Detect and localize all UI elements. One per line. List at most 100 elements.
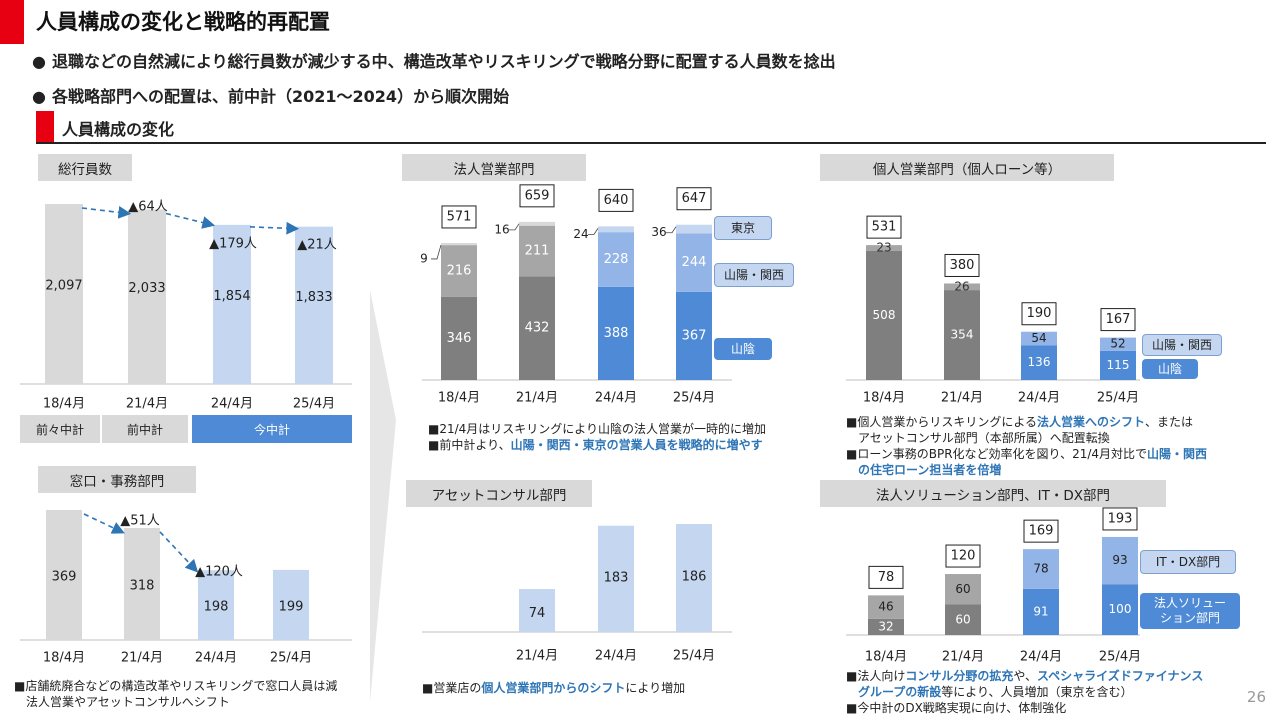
solution-bar-0-1 bbox=[868, 595, 904, 619]
note-personal-1-highlight: 法人営業へのシフト bbox=[1036, 415, 1145, 429]
solution-bar-value-1-0: 60 bbox=[955, 612, 970, 626]
corp-bar-1-1 bbox=[519, 225, 555, 277]
note-personal-2-highlight: 山陽・関西 bbox=[1147, 447, 1208, 461]
personal-x-label-2: 24/4月 bbox=[1018, 391, 1060, 406]
solution-bar-2-1 bbox=[1023, 549, 1059, 589]
window-bar-2 bbox=[198, 570, 234, 640]
note-personal-1b: 、または bbox=[1145, 415, 1194, 429]
corp-bar-value-1-1: 211 bbox=[525, 244, 550, 259]
note-solution-1b: や、 bbox=[1013, 669, 1037, 683]
personal-bar-2-1 bbox=[1021, 331, 1057, 346]
panel-title-personal: 個人営業部門（個人ローン等） bbox=[820, 154, 1114, 181]
note-personal-1c: アセットコンサル部門（本部所属）へ配置転換 bbox=[858, 431, 1110, 445]
solution-x-label-0: 18/4月 bbox=[865, 650, 907, 665]
note-personal-1: ■個人営業からリスキリングによる法人営業へのシフト、または bbox=[846, 414, 1193, 430]
bullet-1: ● 退職などの自然減により総行員数が減少する中、構造改革やリスキリングで戦略分野に… bbox=[32, 52, 836, 71]
panel-title-corporate: 法人営業部門 bbox=[402, 154, 586, 181]
asset-bar-value-2: 186 bbox=[682, 570, 707, 585]
note-corp-2-prefix: ■前中計より、 bbox=[428, 438, 511, 452]
personal-bar-value-1-0: 354 bbox=[951, 328, 974, 342]
corp-bar-3-0 bbox=[676, 291, 712, 380]
window-change-arrow-0 bbox=[83, 513, 125, 534]
asset-bar-0 bbox=[519, 589, 555, 632]
solution-total-1-box bbox=[945, 544, 981, 568]
panel-title-total: 総行員数 bbox=[38, 154, 132, 181]
corp-x-label-2: 24/4月 bbox=[595, 391, 637, 406]
note-asset-suffix: により増加 bbox=[625, 681, 686, 695]
asset-bar-value-1: 183 bbox=[604, 570, 629, 585]
bullet-2: ● 各戦略部門への配置は、前中計（2021～2024）から順次開始 bbox=[32, 87, 510, 106]
page-title: 人員構成の変化と戦略的再配置 bbox=[36, 10, 330, 34]
personal-bar-2-0 bbox=[1021, 345, 1057, 380]
personal-total-3: 167 bbox=[1106, 312, 1131, 327]
note-corp-2: ■前中計より、山陽・関西・東京の営業人員を戦略的に増やす bbox=[428, 437, 763, 453]
asset-x-label-0: 21/4月 bbox=[516, 649, 558, 664]
personal-bar-value-1-1: 26 bbox=[954, 279, 969, 293]
personal-bar-value-0-1: 23 bbox=[876, 241, 891, 255]
solution-bar-0-0 bbox=[868, 618, 904, 635]
total-bar-2 bbox=[213, 224, 251, 384]
note-solution-1a: ■法人向け bbox=[846, 669, 906, 683]
personal-bar-1-0 bbox=[944, 290, 980, 380]
total-bar-0 bbox=[45, 204, 83, 384]
total-x-label-3: 25/4月 bbox=[293, 397, 335, 412]
solution-bar-2-0 bbox=[1023, 588, 1059, 635]
total-change-arrow-2 bbox=[249, 221, 300, 235]
legend-corp-sanin: 山陰 bbox=[714, 338, 772, 360]
window-change-label-1: ▲120人 bbox=[195, 565, 243, 580]
note-solution-1: ■法人向けコンサル分野の拡充や、スペシャライズドファイナンス bbox=[846, 668, 1203, 684]
note-personal-2b: の住宅ローン担当者を倍増 bbox=[858, 462, 1001, 478]
corp-bar-value-0-0: 346 bbox=[447, 331, 472, 346]
solution-total-3: 193 bbox=[1108, 511, 1133, 526]
window-x-label-2: 24/4月 bbox=[195, 651, 237, 666]
corp-bar-value-2-1: 228 bbox=[604, 252, 629, 267]
window-x-label-0: 18/4月 bbox=[43, 651, 85, 666]
corp-bar-value-0-1: 216 bbox=[447, 264, 472, 279]
note-corp-2-highlight: 山陽・関西・東京の営業人員を戦略的に増やす bbox=[510, 438, 763, 452]
corp-bar-value-2-0: 388 bbox=[604, 326, 629, 341]
window-x-label-3: 25/4月 bbox=[270, 651, 312, 666]
plan-label-prev: 前中計 bbox=[102, 415, 188, 443]
corp-x-label-3: 25/4月 bbox=[673, 391, 715, 406]
note-total-1: ■店舗統廃合などの構造改革やリスキリングで窓口人員は減 bbox=[14, 679, 338, 693]
personal-bar-3-1 bbox=[1100, 337, 1136, 351]
corp-bar-1-2 bbox=[519, 221, 555, 226]
legend-personal-sanyo: 山陽・関西 bbox=[1142, 334, 1222, 356]
note-solution-1-hl2: スペシャライズドファイナンス bbox=[1037, 669, 1204, 683]
corp-tokyo-value-2: 24 bbox=[573, 227, 588, 241]
panel-separator-chevron bbox=[370, 290, 396, 702]
total-bar-value-3: 1,833 bbox=[295, 290, 332, 305]
corp-tokyo-value-0: 9 bbox=[420, 251, 428, 265]
corp-bar-1-0 bbox=[519, 276, 555, 380]
corp-total-1: 659 bbox=[525, 188, 550, 203]
legend-personal-sanin: 山陰 bbox=[1142, 359, 1198, 379]
note-personal-1a: ■個人営業からリスキリングによる bbox=[846, 415, 1037, 429]
corp-total-0: 571 bbox=[447, 209, 472, 224]
plan-label-current: 今中計 bbox=[192, 415, 352, 443]
note-corp-1: ■21/4月はリスキリングにより山陰の法人営業が一時的に増加 bbox=[428, 422, 767, 436]
note-solution-1c: 等により、人員増加（東京を含む） bbox=[941, 685, 1133, 699]
corp-bar-value-1-0: 432 bbox=[525, 321, 550, 336]
solution-bar-value-3-0: 100 bbox=[1109, 602, 1132, 616]
window-change-arrow-1 bbox=[159, 531, 199, 573]
title-accent-bar bbox=[0, 0, 24, 44]
note-personal-2a: ■ローン事務のBPR化など効率化を図り、21/4月対比で bbox=[846, 447, 1148, 461]
corp-total-2-box bbox=[598, 188, 634, 212]
solution-total-2-box bbox=[1023, 519, 1059, 543]
corp-bar-0-2 bbox=[441, 242, 477, 246]
total-change-arrow-1 bbox=[165, 212, 216, 229]
corp-total-2: 640 bbox=[604, 193, 629, 208]
total-change-label-0: ▲64人 bbox=[128, 200, 168, 215]
window-bar-0 bbox=[46, 510, 82, 640]
asset-x-label-1: 24/4月 bbox=[595, 649, 637, 664]
asset-bar-1 bbox=[598, 525, 634, 632]
solution-bar-value-1-1: 60 bbox=[955, 582, 970, 596]
note-solution-1-hl: コンサル分野の拡充 bbox=[905, 669, 1014, 683]
plan-label-2prev: 前々中計 bbox=[20, 415, 100, 443]
legend-corp-tokyo: 東京 bbox=[714, 216, 772, 240]
corp-tokyo-value-1: 16 bbox=[494, 222, 509, 236]
section-underline bbox=[36, 142, 1266, 144]
corp-bar-3-2 bbox=[676, 224, 712, 234]
asset-bar-value-0: 74 bbox=[529, 606, 546, 621]
note-solution-1-cont: グループの新設等により、人員増加（東京を含む） bbox=[858, 684, 1133, 700]
